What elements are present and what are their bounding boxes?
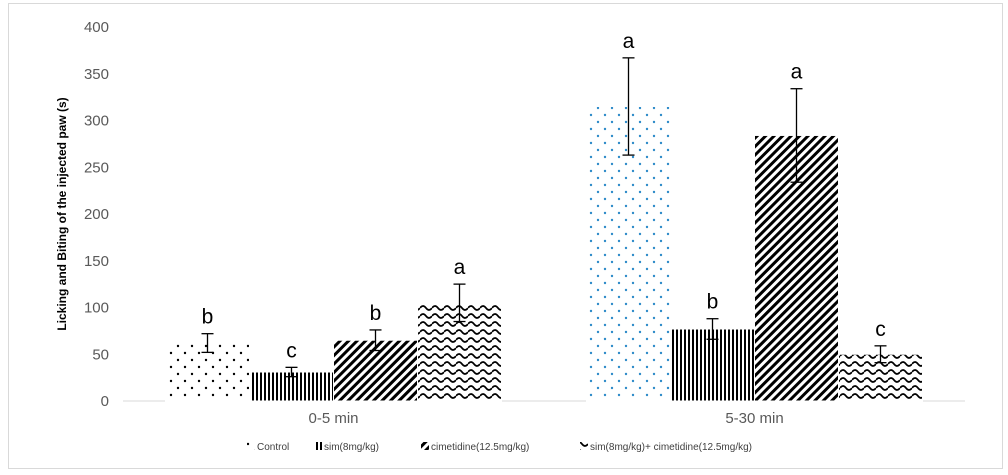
x-category-label: 0-5 min: [308, 410, 358, 427]
y-tick-label: 0: [101, 393, 109, 410]
bar: [586, 105, 671, 402]
bar: [838, 353, 923, 402]
significance-label: a: [454, 256, 466, 279]
significance-label: b: [370, 302, 382, 325]
legend-item: sim(8mg/kg)+ cimetidine(12.5mg/kg): [580, 442, 752, 453]
significance-label: b: [202, 306, 214, 329]
legend-label: sim(8mg/kg)+ cimetidine(12.5mg/kg): [590, 442, 752, 453]
significance-label: c: [875, 318, 886, 341]
y-tick-label: 150: [84, 253, 109, 270]
legend-item: sim(8mg/kg): [314, 442, 379, 453]
legend-swatch: [421, 442, 429, 450]
y-tick-label: 350: [84, 66, 109, 83]
significance-label: a: [791, 61, 803, 84]
y-tick-label: 300: [84, 113, 109, 130]
y-tick-label: 50: [92, 346, 109, 363]
significance-label: c: [286, 339, 297, 362]
x-category-label: 5-30 min: [725, 410, 783, 427]
legend-label: Control: [257, 442, 289, 453]
significance-label: a: [623, 30, 635, 53]
significance-label: b: [707, 291, 719, 314]
y-tick-label: 400: [84, 19, 109, 36]
y-axis-label: Licking and Biting of the injected paw (…: [55, 97, 69, 330]
legend-item: Control: [247, 442, 289, 453]
legend-label: sim(8mg/kg): [324, 442, 379, 453]
y-tick-label: 100: [84, 300, 109, 317]
legend-swatch: [580, 442, 588, 450]
legend-swatch: [247, 442, 255, 450]
legend-item: cimetidine(12.5mg/kg): [421, 442, 529, 453]
legend-swatch: [314, 442, 322, 450]
y-tick-label: 200: [84, 206, 109, 223]
legend-label: cimetidine(12.5mg/kg): [431, 442, 529, 453]
y-tick-label: 250: [84, 159, 109, 176]
